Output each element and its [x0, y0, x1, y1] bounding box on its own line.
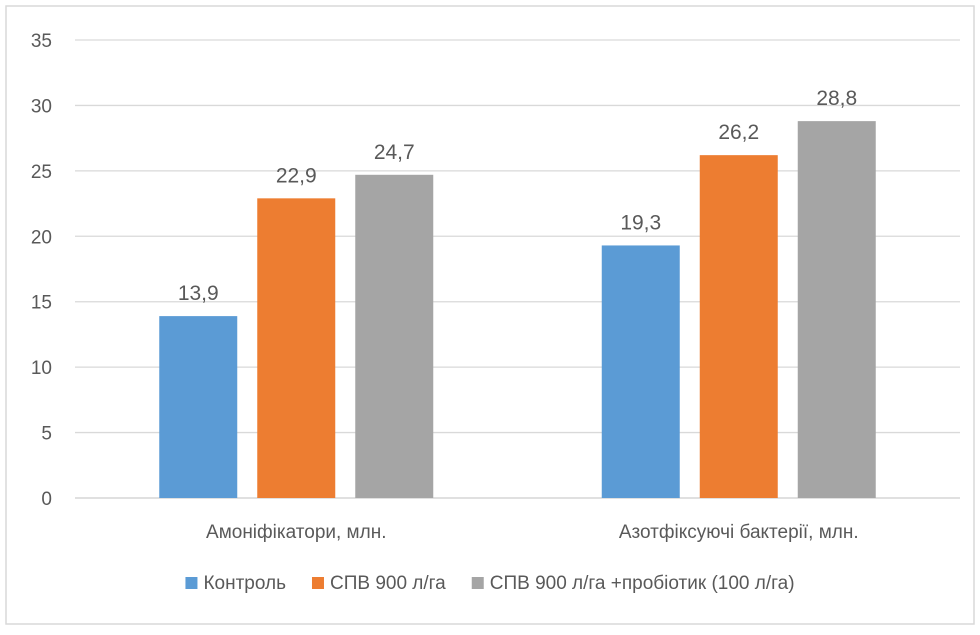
- data-labels: 13,9 22,9 24,7 19,3 26,2 28,8: [178, 87, 857, 305]
- y-tick-label: 25: [31, 162, 52, 183]
- legend-item: СПВ 900 л/га +пробіотик (100 л/га): [471, 573, 795, 594]
- legend-item: СПВ 900 л/га: [311, 573, 446, 594]
- category-labels: Амоніфікатори, млн. Азотфіксуючі бактерії…: [206, 522, 859, 543]
- y-tick-label: 5: [41, 424, 52, 445]
- bar: [797, 121, 876, 498]
- bar: [601, 245, 680, 498]
- bar: [355, 174, 434, 499]
- legend-swatch: [311, 577, 324, 589]
- y-axis-ticks: 0 5 10 15 20 25 30 35: [31, 31, 52, 510]
- y-tick-label: 0: [41, 489, 52, 510]
- legend-item: Контроль: [185, 573, 286, 594]
- bar: [159, 316, 238, 498]
- legend-swatch: [471, 577, 484, 589]
- data-label: 24,7: [374, 141, 415, 164]
- bars: [159, 121, 876, 499]
- legend-swatch: [185, 577, 198, 589]
- category-label: Азотфіксуючі бактерії, млн.: [619, 522, 859, 543]
- y-tick-label: 20: [31, 227, 52, 248]
- data-label: 13,9: [178, 282, 219, 305]
- legend-label: СПВ 900 л/га: [330, 573, 446, 594]
- data-label: 19,3: [620, 211, 661, 234]
- y-tick-label: 15: [31, 293, 52, 314]
- y-tick-label: 35: [31, 31, 52, 52]
- legend-label: Контроль: [203, 573, 286, 594]
- legend-label: СПВ 900 л/га +пробіотик (100 л/га): [490, 573, 795, 594]
- data-label: 26,2: [718, 121, 759, 144]
- category-label: Амоніфікатори, млн.: [206, 522, 386, 543]
- legend: Контроль СПВ 900 л/га СПВ 900 л/га +пробіо…: [185, 573, 795, 594]
- data-label: 22,9: [276, 164, 317, 187]
- bar: [699, 155, 778, 498]
- bar: [257, 198, 336, 498]
- y-tick-label: 30: [31, 96, 52, 117]
- data-label: 28,8: [816, 87, 857, 110]
- y-tick-label: 10: [31, 358, 52, 379]
